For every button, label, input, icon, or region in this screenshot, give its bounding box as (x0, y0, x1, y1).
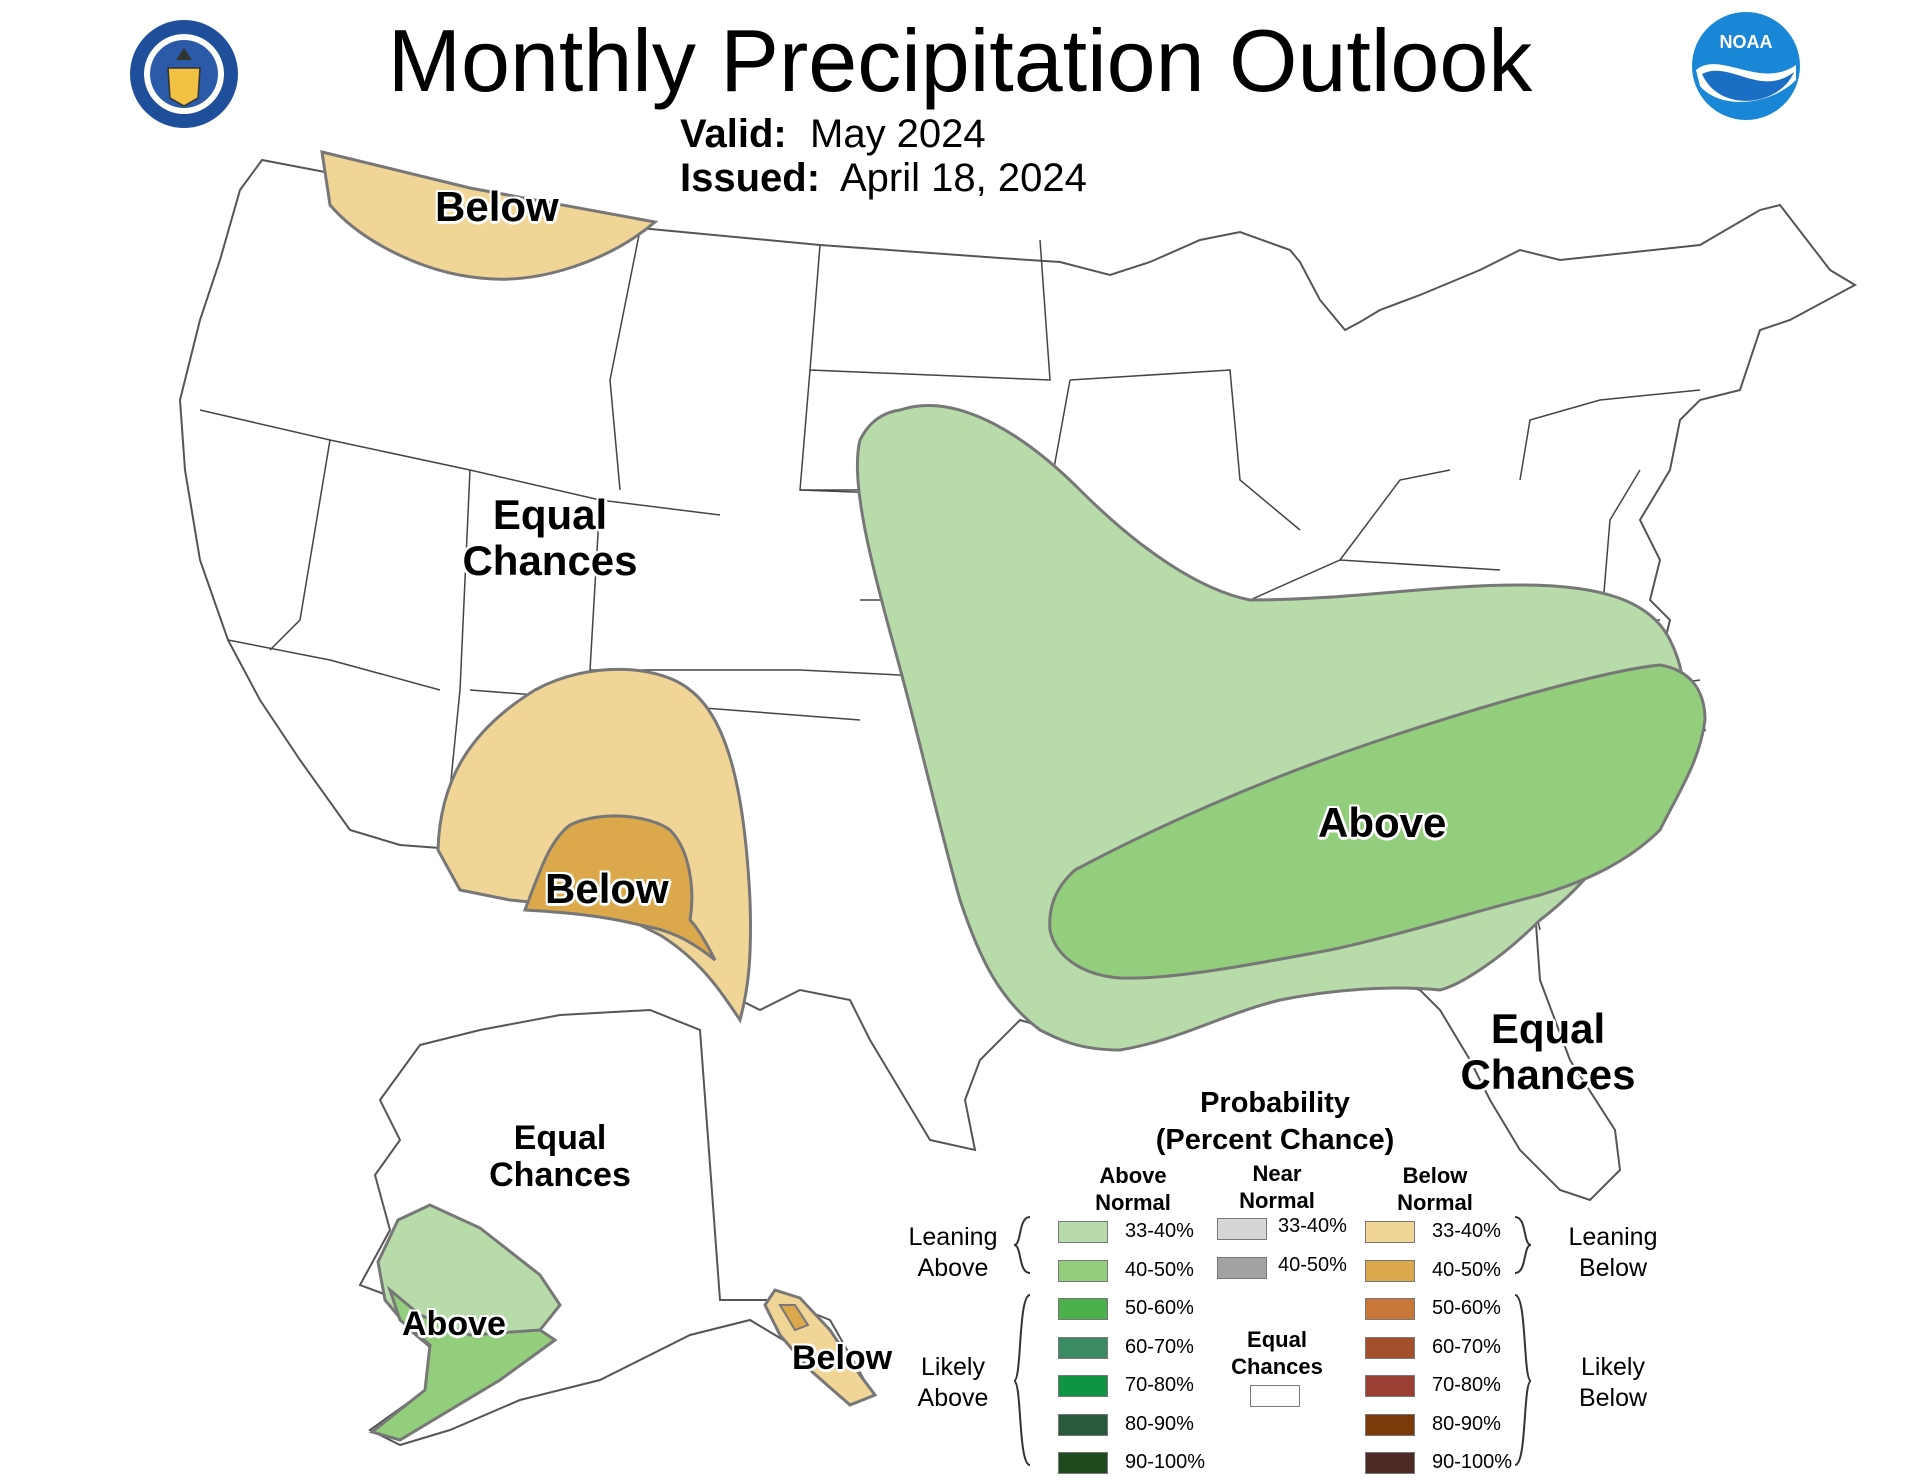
legend-below-swatch (1365, 1452, 1415, 1474)
legend-above-swatch (1058, 1259, 1108, 1282)
label-below-southwest: Below (545, 865, 669, 912)
legend-above-label: 70-80% (1125, 1374, 1194, 1396)
legend-below-label: 50-60% (1432, 1297, 1501, 1319)
legend-braces-right (1514, 1216, 1532, 1466)
legend-below-label: 80-90% (1432, 1412, 1501, 1435)
legend-below-label: 33-40% (1432, 1220, 1501, 1242)
page-title: Monthly Precipitation Outlook (387, 11, 1533, 110)
legend-above-label: 80-90% (1125, 1412, 1194, 1435)
legend-likely-below: Likely Below (1578, 1353, 1648, 1412)
legend-likely-above: Likely Above (917, 1353, 989, 1412)
legend-below-swatch (1365, 1375, 1415, 1397)
legend-below-swatch (1365, 1221, 1415, 1243)
commerce-seal-icon (130, 20, 238, 128)
label-below-northwest: Below (435, 183, 559, 230)
legend-above-swatch (1058, 1221, 1108, 1243)
legend-head-below: Below Normal (1397, 1163, 1473, 1215)
label-equal-alaska: Equal Chances (489, 1119, 631, 1195)
legend-below-label: 70-80% (1432, 1374, 1501, 1396)
legend-leaning-above: Leaning Above (908, 1223, 998, 1282)
legend-near-label: 40-50% (1278, 1253, 1347, 1276)
legend-leaning-below: Leaning Below (1568, 1223, 1658, 1282)
label-equal-southeast: Equal Chances (1460, 1005, 1636, 1099)
legend-above-swatch (1058, 1336, 1108, 1359)
below-area-alaska-panhandle-40-50 (778, 1304, 810, 1332)
legend-below-label: 90-100% (1432, 1451, 1513, 1473)
legend-above-label: 60-70% (1125, 1335, 1194, 1358)
legend-below-label: 40-50% (1432, 1258, 1501, 1281)
legend-head-above: Above Normal (1095, 1163, 1171, 1215)
issued-label: Issued: (680, 156, 821, 200)
legend-above-swatch (1058, 1375, 1108, 1397)
legend-above-label: 40-50% (1125, 1258, 1194, 1281)
label-above-alaska: Above (402, 1305, 506, 1343)
legend-above-swatch (1058, 1298, 1108, 1320)
legend-near-swatch (1217, 1218, 1267, 1240)
legend-title: Probability (Percent Chance) (1155, 1087, 1395, 1156)
legend-above-swatch (1058, 1413, 1108, 1436)
above-area-east-40-50 (1048, 663, 1707, 980)
issued-value: April 18, 2024 (840, 156, 1087, 200)
label-equal-west: Equal Chances (462, 491, 638, 585)
valid-label: Valid: (680, 112, 787, 156)
legend-below-label: 60-70% (1432, 1335, 1501, 1358)
valid-issued-block: Valid: May 2024 Issued: April 18, 2024 (680, 112, 1087, 200)
label-above-east: Above (1318, 799, 1447, 846)
legend-near-swatch (1217, 1256, 1267, 1279)
legend-above-label: 33-40% (1125, 1220, 1194, 1242)
legend-below-swatch (1365, 1259, 1415, 1282)
legend-below-swatch (1365, 1413, 1415, 1436)
legend-above-label: 50-60% (1125, 1297, 1194, 1319)
label-below-alaska: Below (792, 1339, 893, 1377)
below-area-northwest (320, 150, 659, 281)
legend-swatch-equal-chances (1250, 1385, 1300, 1407)
below-area-southwest-40-50 (522, 814, 717, 962)
legend-above-swatch (1058, 1452, 1108, 1474)
legend-below-swatch (1365, 1298, 1415, 1320)
legend-braces-left (1013, 1216, 1031, 1466)
legend-near-label: 33-40% (1278, 1215, 1347, 1237)
valid-value: May 2024 (810, 112, 986, 156)
noaa-logo-icon: NOAA (1692, 12, 1800, 120)
legend-head-near: Near Normal (1239, 1161, 1315, 1213)
noaa-text: NOAA (1720, 32, 1773, 52)
legend-equal-chances: Equal Chances (1231, 1327, 1323, 1379)
above-area-alaska-40-50 (368, 1285, 558, 1442)
legend-above-label: 90-100% (1125, 1451, 1206, 1473)
legend-below-swatch (1365, 1336, 1415, 1359)
